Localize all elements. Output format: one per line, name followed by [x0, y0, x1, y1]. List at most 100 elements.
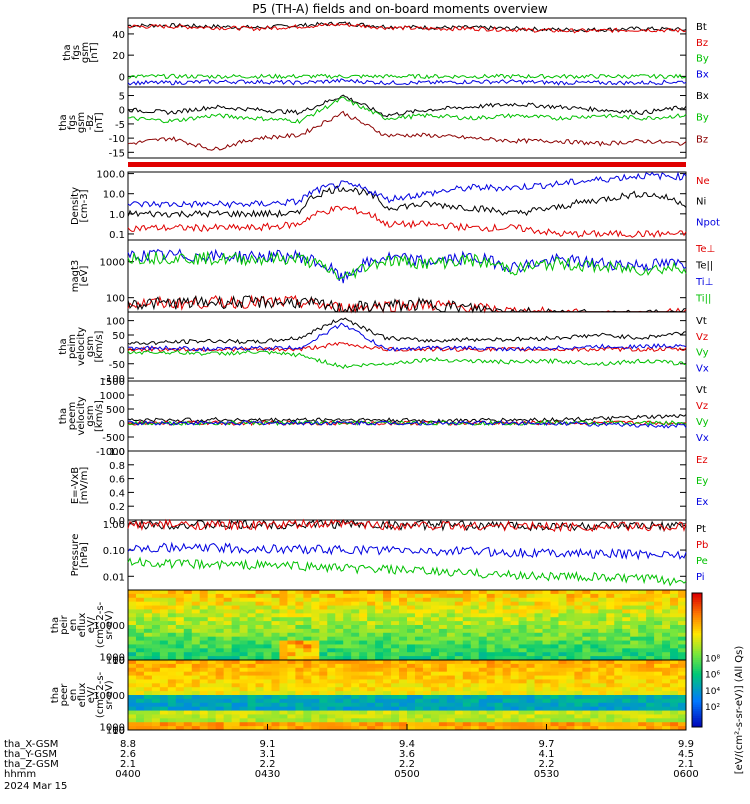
heatmap-cell [271, 679, 280, 684]
heatmap-cell [422, 718, 432, 723]
heatmap-cell [135, 597, 145, 603]
heatmap-cell [287, 601, 296, 607]
heatmap-cell [662, 695, 671, 700]
heatmap-cell [430, 679, 440, 684]
heatmap-cell [510, 613, 520, 618]
heatmap-cell [159, 590, 169, 595]
heatmap-cell [630, 698, 639, 704]
heatmap-cell [159, 687, 169, 692]
heatmap-cells [128, 660, 687, 731]
heatmap-cell [279, 683, 288, 688]
heatmap-cell [279, 640, 288, 645]
heatmap-cell [399, 710, 408, 715]
heatmap-cell [367, 644, 376, 649]
heatmap-cell [343, 660, 352, 665]
heatmap-cell [646, 675, 655, 680]
heatmap-cell [159, 636, 169, 642]
heatmap-cell [231, 660, 241, 665]
heatmap-cell [255, 698, 265, 704]
heatmap-cell [654, 667, 663, 673]
heatmap-cell [239, 636, 249, 642]
heatmap-cell [446, 593, 456, 599]
heatmap-cell [223, 683, 233, 688]
heatmap-cell [391, 671, 400, 677]
heatmap-cell [654, 597, 663, 603]
heatmap-cell [566, 660, 575, 665]
heatmap-cell [574, 656, 583, 661]
heatmap-cell [662, 605, 671, 610]
heatmap-cell [351, 691, 360, 696]
heatmap-cell [199, 722, 209, 727]
heatmap-cell [566, 706, 575, 712]
heatmap-cell [191, 675, 201, 680]
heatmap-cell [494, 695, 504, 700]
heatmap-cell [454, 636, 464, 642]
legend-te: Te⊥ [695, 244, 715, 255]
heatmap-cell [598, 609, 607, 614]
series-line-pi [127, 541, 687, 561]
heatmap-cell [215, 590, 225, 595]
heatmap-cell [279, 702, 288, 708]
heatmap-cell [534, 601, 544, 607]
heatmap-cell [526, 636, 536, 642]
heatmap-cell [343, 718, 352, 723]
legend-bz: Bz [696, 134, 708, 145]
heatmap-cell [534, 679, 544, 684]
heatmap-cell [135, 609, 145, 614]
heatmap-cell [319, 726, 328, 731]
heatmap-cell [287, 652, 296, 657]
heatmap-cell [175, 590, 185, 595]
heatmap-cell [422, 601, 432, 607]
heatmap-cell [454, 687, 464, 692]
heatmap-cell [375, 605, 384, 610]
heatmap-cell [566, 597, 575, 603]
heatmap-cell [151, 722, 161, 727]
heatmap-cell [247, 683, 257, 688]
heatmap-cell [303, 683, 312, 688]
heatmap-cell [335, 718, 344, 723]
heatmap-cell [614, 698, 623, 704]
heatmap-cell [303, 617, 312, 622]
heatmap-cell [359, 679, 368, 684]
heatmap-cell [470, 613, 480, 618]
heatmap-cell [542, 648, 551, 653]
heatmap-cell [526, 710, 536, 715]
heatmap-cell [287, 609, 296, 614]
heatmap-cell [159, 695, 169, 700]
heatmap-cell [486, 714, 496, 719]
heatmap-cell [143, 710, 153, 715]
heatmap-cell [574, 702, 583, 708]
heatmap-cell [550, 609, 559, 614]
heatmap-cell [598, 652, 607, 657]
heatmap-cell [622, 718, 631, 723]
heatmap-cell [367, 632, 376, 638]
y-tick-label: 5 [119, 92, 125, 103]
heatmap-cell [486, 687, 496, 692]
heatmap-cell [135, 683, 145, 688]
heatmap-cell [606, 671, 615, 677]
heatmap-cell [183, 621, 193, 626]
heatmap-cell [367, 648, 376, 653]
heatmap-cell [207, 675, 217, 680]
heatmap-cell [566, 632, 575, 638]
heatmap-cell [255, 722, 265, 727]
heatmap-cell [630, 648, 639, 653]
heatmap-cell [630, 671, 639, 677]
heatmap-cell [159, 691, 169, 696]
heatmap-cell [359, 702, 368, 708]
heatmap-cell [542, 671, 551, 677]
heatmap-cell [335, 706, 344, 712]
heatmap-cell [303, 691, 312, 696]
heatmap-cell [574, 710, 583, 715]
heatmap-cell [478, 718, 488, 723]
heatmap-cell [239, 652, 249, 657]
series-line-bx [127, 78, 687, 86]
heatmap-cell [343, 656, 352, 661]
heatmap-cell [502, 691, 512, 696]
heatmap-cell [303, 698, 312, 704]
x-row-label: hhmm [4, 769, 36, 780]
heatmap-cell [255, 663, 265, 669]
heatmap-cell [407, 714, 416, 719]
heatmap-cell [295, 675, 304, 680]
